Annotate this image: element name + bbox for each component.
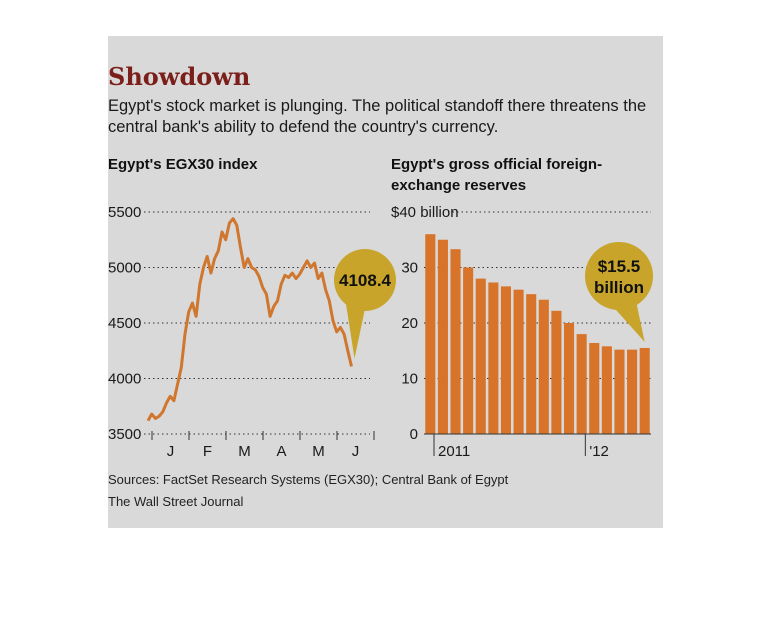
reserves-callout-value: $15.5 (598, 257, 641, 276)
egx30-x-tick-label: M (238, 443, 251, 460)
reserves-bar (513, 289, 524, 434)
egx30-line-chart: 5500 5000 4500 4000 3500 J F M A M J 4108.4 (108, 204, 396, 460)
egx30-x-tick-label: J (167, 443, 175, 460)
reserves-bar-chart: $40 billion 30 20 10 0 2011 '12 $15.5 billion (391, 204, 653, 460)
reserves-callout-unit: billion (594, 278, 644, 297)
egx30-y-tick-label: 5000 (108, 260, 141, 277)
sources-note: Sources: FactSet Research Systems (EGX30… (108, 472, 509, 487)
reserves-bar (463, 267, 474, 434)
reserves-bar (551, 310, 562, 434)
reserves-bar (425, 234, 436, 434)
egx30-line-series (146, 217, 353, 422)
reserves-bar (488, 282, 499, 434)
reserves-x-tick-label: 2011 (438, 443, 470, 460)
reserves-bar (450, 249, 461, 434)
reserves-bar (576, 334, 587, 434)
reserves-bar (601, 346, 612, 434)
reserves-chart-title: Egypt's gross official foreign-exchange … (391, 156, 603, 194)
reserves-bar (500, 286, 512, 434)
reserves-bar (627, 349, 638, 434)
reserves-bar (563, 323, 575, 434)
reserves-bar (538, 299, 549, 434)
reserves-x-tick-label: '12 (589, 443, 609, 460)
reserves-callout-bubble (585, 242, 653, 310)
egx30-callout-bubble (334, 249, 396, 311)
chart-panel: Showdown Egypt's stock market is plungin… (108, 36, 663, 528)
reserves-bar (475, 278, 486, 434)
credit-line: The Wall Street Journal (108, 494, 244, 509)
reserves-y-tick-label: 10 (401, 371, 418, 388)
headline: Showdown (108, 62, 251, 91)
reserves-y-tick-label: 0 (410, 426, 418, 443)
egx30-callout-pointer (346, 304, 366, 359)
reserves-bar (526, 294, 537, 434)
reserves-y-tick-label: 30 (401, 260, 418, 277)
egx30-callout-label: 4108.4 (339, 271, 392, 290)
egx30-chart-title: Egypt's EGX30 index (108, 156, 258, 173)
reserves-bar (639, 347, 650, 434)
reserves-bar (589, 342, 600, 434)
egx30-y-tick-label: 4000 (108, 371, 141, 388)
reserves-bar (614, 349, 625, 434)
egx30-x-tick-label: M (312, 443, 325, 460)
charts-canvas: 5500 5000 4500 4000 3500 J F M A M J 4108.4 $40 bil… (108, 204, 653, 460)
reserves-y-tick-label: $40 billion (391, 204, 459, 221)
egx30-y-tick-label: 5500 (108, 204, 141, 221)
egx30-y-tick-label: 4500 (108, 315, 141, 332)
egx30-x-tick-label: F (203, 443, 212, 460)
subhead: Egypt's stock market is plunging. The po… (108, 97, 647, 136)
egx30-y-tick-label: 3500 (108, 426, 141, 443)
egx30-x-tick-label: J (352, 443, 360, 460)
egx30-x-tick-label: A (276, 443, 286, 460)
reserves-y-tick-label: 20 (401, 315, 418, 332)
reserves-bar (437, 239, 448, 434)
